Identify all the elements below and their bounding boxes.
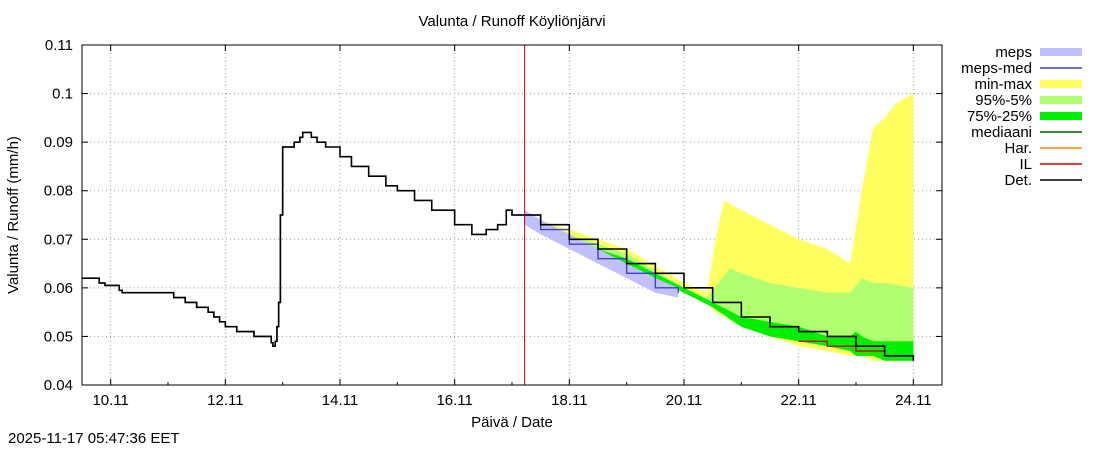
- y-tick-label: 0.07: [44, 231, 73, 248]
- x-tick-label: 14.11: [322, 392, 358, 409]
- x-tick-label: 10.11: [92, 392, 128, 409]
- x-tick-label: 22.11: [780, 392, 816, 409]
- y-axis-label: Valunta / Runoff (mm/h): [5, 136, 22, 294]
- x-tick-label: 12.11: [207, 392, 243, 409]
- timestamp: 2025-11-17 05:47:36 EET: [8, 430, 180, 447]
- legend-swatch-75-25: [1040, 112, 1082, 120]
- y-tick-label: 0.1: [52, 86, 73, 103]
- forecast-bands: [524, 93, 914, 361]
- x-tick-label: 16.11: [436, 392, 472, 409]
- x-tick-label: 18.11: [551, 392, 587, 409]
- band-meps: [524, 210, 679, 298]
- chart-title: Valunta / Runoff Köyliönjärvi: [418, 13, 605, 30]
- legend-label-75-25: 75%-25%: [967, 108, 1032, 125]
- legend: mepsmeps-medmin-max95%-5%75%-25%mediaani…: [961, 44, 1082, 189]
- axis-ticks: 0.04 0.05 0.06 0.07 0.08 0.09 0.1 0.11 10.11 12.1…: [44, 37, 942, 409]
- y-tick-label: 0.05: [44, 328, 73, 345]
- y-tick-label: 0.09: [44, 134, 73, 151]
- legend-label-95-5: 95%-5%: [975, 92, 1032, 109]
- legend-label-il: IL: [1019, 156, 1032, 173]
- legend-label-meps: meps: [995, 44, 1032, 61]
- line-mediaani: [82, 137, 301, 347]
- legend-swatch-95-5: [1040, 96, 1082, 104]
- x-axis-label: Päivä / Date: [471, 414, 553, 431]
- y-tick-label: 0.11: [45, 37, 73, 54]
- legend-swatch-min-max: [1040, 80, 1082, 88]
- legend-label-mediaani: mediaani: [971, 124, 1032, 141]
- x-tick-label: 20.11: [666, 392, 702, 409]
- series-lines: [82, 131, 915, 361]
- legend-label-det: Det.: [1004, 172, 1032, 189]
- line-det: [82, 131, 915, 361]
- y-tick-label: 0.06: [44, 280, 73, 297]
- band-95-5: [524, 215, 914, 361]
- legend-label-meps-med: meps-med: [961, 60, 1032, 77]
- legend-swatch-meps: [1040, 48, 1082, 56]
- x-tick-label: 24.11: [895, 392, 931, 409]
- legend-label-har: Har.: [1004, 140, 1032, 157]
- y-tick-label: 0.08: [44, 183, 73, 200]
- y-tick-label: 0.04: [44, 377, 73, 394]
- legend-label-min-max: min-max: [974, 76, 1032, 93]
